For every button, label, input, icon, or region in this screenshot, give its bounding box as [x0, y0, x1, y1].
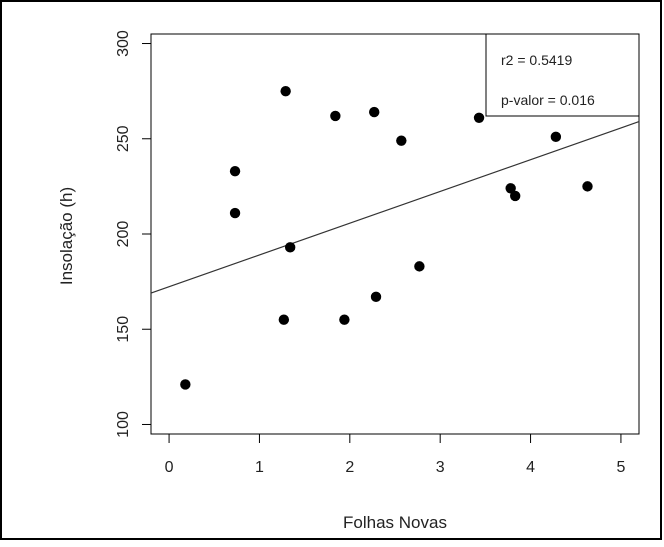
data-point [229, 165, 241, 177]
data-point [550, 131, 562, 143]
y-tick-label: 150 [115, 316, 132, 343]
x-tick-label: 3 [436, 459, 445, 476]
x-axis-label: Folhas Novas [343, 513, 447, 532]
x-tick-label: 0 [165, 459, 174, 476]
r2-annotation: r2 = 0.5419 [501, 52, 572, 68]
x-tick-label: 4 [526, 459, 535, 476]
y-tick-label: 250 [115, 125, 132, 152]
x-tick-label: 2 [345, 459, 354, 476]
stats-legend: r2 = 0.5419 p-valor = 0.016 [485, 33, 640, 117]
y-axis-label: Insolação (h) [57, 187, 76, 285]
data-point [339, 314, 350, 325]
data-point [280, 85, 291, 97]
data-point [509, 190, 521, 202]
data-point [330, 110, 341, 122]
data-point [229, 207, 241, 219]
stats-legend-box [485, 33, 640, 117]
x-tick-label: 5 [616, 459, 625, 476]
data-point [582, 181, 593, 192]
data-point [370, 291, 382, 303]
data-point [180, 379, 191, 390]
y-tick-label: 100 [115, 411, 132, 438]
data-point [369, 106, 380, 118]
y-tick-label: 200 [115, 221, 132, 248]
y-axis: 100 150 200 250 300 [115, 30, 152, 438]
regression-line [150, 121, 640, 294]
data-point [505, 183, 516, 194]
x-tick-label: 1 [255, 459, 264, 476]
y-tick-label: 300 [115, 30, 132, 57]
data-points [180, 85, 593, 390]
x-axis: 0 1 2 3 4 5 [165, 433, 625, 476]
data-point [278, 314, 290, 325]
pvalue-annotation: p-valor = 0.016 [501, 92, 595, 108]
data-point [414, 261, 425, 272]
data-point [284, 242, 296, 253]
data-point [473, 112, 485, 124]
data-point [396, 135, 407, 146]
